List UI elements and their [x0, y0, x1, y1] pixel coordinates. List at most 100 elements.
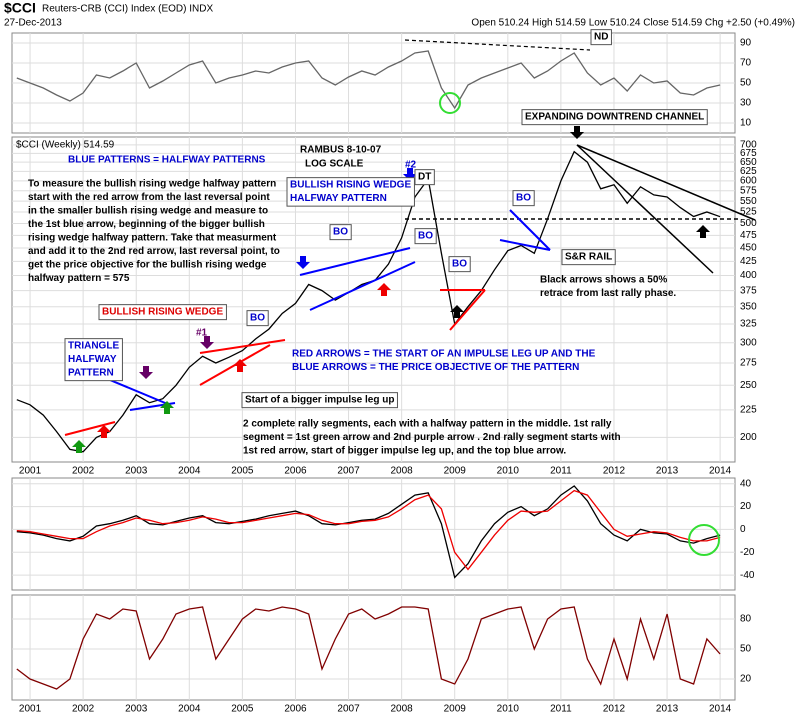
annotation-box	[521, 109, 708, 126]
y-tick-label: 0	[740, 524, 746, 535]
annotation: #2	[405, 160, 417, 171]
annotation: ND	[590, 29, 612, 46]
annotation: TRIANGLE HALFWAY PATTERN	[64, 338, 123, 382]
annotation: BO	[414, 228, 437, 245]
annotation: BO	[512, 190, 535, 207]
series-line	[16, 50, 721, 110]
y-tick-label: 325	[740, 319, 757, 330]
x-tick-label: 2014	[709, 466, 732, 477]
trendline	[576, 144, 756, 221]
annotation: BULLISH RISING WEDGE HALFWAY PATTERN	[286, 177, 415, 207]
trendline	[309, 261, 416, 311]
arrow	[450, 305, 464, 318]
y-tick-label: 525	[740, 207, 757, 218]
annotation-text: and add it to the 2nd red arrow, last re…	[28, 246, 280, 257]
annotation: BO	[329, 224, 352, 241]
x-tick-label: 2008	[391, 704, 414, 715]
annotation: Black arrows shows a 50% retrace from las…	[540, 275, 676, 300]
y-tick-label: 400	[740, 270, 757, 281]
trendline	[576, 144, 714, 274]
x-tick-label: 2010	[497, 704, 520, 715]
annotation-text: DT	[418, 172, 431, 183]
panel-frame	[11, 594, 736, 701]
trendline	[499, 239, 551, 251]
annotation-text: 2 complete rally segments, each with a h…	[243, 419, 612, 430]
x-tick-label: 2013	[656, 466, 679, 477]
annotation-box	[64, 338, 123, 382]
arrow	[403, 168, 417, 181]
annotation-text: the 1st blue arrow, beginning of the big…	[28, 219, 265, 230]
annotation-text: BO	[516, 193, 531, 204]
arrow	[72, 440, 86, 453]
annotation-text: S&R RAIL	[565, 252, 612, 263]
annotation-text: retrace from last rally phase.	[540, 288, 676, 299]
annotation-box	[329, 224, 352, 241]
y-tick-label: -20	[740, 547, 755, 558]
y-tick-label: 675	[740, 148, 757, 159]
y-tick-label: 425	[740, 256, 757, 267]
x-tick-label: 2009	[444, 466, 467, 477]
x-tick-label: 2003	[125, 466, 148, 477]
annotation: BULLISH RISING WEDGE	[98, 304, 227, 321]
x-tick-label: 2011	[550, 466, 572, 477]
arrow	[233, 359, 247, 372]
y-tick-label: -40	[740, 570, 755, 581]
annotation-text: in the smaller bullish rising wedge and …	[28, 206, 268, 217]
x-tick-label: 2002	[72, 466, 95, 477]
trendline	[449, 289, 486, 331]
y-tick-label: 700	[740, 140, 757, 151]
y-tick-label: 50	[740, 644, 752, 655]
annotation: BLUE PATTERNS = HALFWAY PATTERNS	[68, 155, 266, 166]
date: 27-Dec-2013	[4, 18, 62, 29]
y-tick-label: 20	[740, 501, 752, 512]
y-tick-label: 250	[740, 380, 757, 391]
trendline	[299, 247, 411, 276]
annotation: Start of a bigger impulse leg up	[241, 392, 398, 409]
annotation-text: EXPANDING DOWNTREND CHANNEL	[525, 112, 704, 123]
series-line	[16, 485, 721, 579]
y-tick-label: 80	[740, 614, 752, 625]
y-tick-label: 625	[740, 166, 757, 177]
annotation-box	[246, 310, 269, 327]
arrow	[296, 256, 310, 269]
x-tick-label: 2003	[125, 704, 148, 715]
annotation-box	[448, 256, 471, 273]
annotation: DT	[414, 169, 435, 186]
annotation-text: LOG SCALE	[305, 159, 364, 170]
annotation-text: HALFWAY	[68, 354, 117, 365]
annotation-text: BULLISH RISING WEDGE	[290, 180, 411, 191]
annotation: 2 complete rally segments, each with a h…	[243, 419, 621, 457]
annotation-text: RAMBUS 8-10-07	[300, 145, 382, 156]
symbol: $CCI	[4, 0, 36, 16]
y-tick-label: 30	[740, 98, 752, 109]
x-tick-label: 2012	[603, 704, 626, 715]
x-tick-label: 2005	[231, 704, 254, 715]
y-tick-label: 650	[740, 157, 757, 168]
y-tick-label: 275	[740, 358, 757, 369]
x-tick-label: 2010	[497, 466, 520, 477]
annotation: To measure the bullish rising wedge half…	[28, 179, 280, 285]
highlight-circle	[439, 92, 461, 114]
annotation-box	[286, 177, 415, 207]
annotation-text: #1	[196, 328, 208, 339]
panel-frame	[11, 477, 736, 591]
x-tick-label: 2005	[231, 466, 254, 477]
annotation-text: get the price objective for the bullish …	[28, 260, 267, 271]
trendline	[404, 39, 591, 51]
x-tick-label: 2002	[72, 704, 95, 715]
x-tick-label: 2001	[19, 704, 42, 715]
x-tick-label: 2013	[656, 704, 679, 715]
annotation-text: start with the red arrow from the last r…	[28, 192, 270, 203]
x-tick-label: 2008	[391, 466, 414, 477]
x-tick-label: 2014	[709, 704, 732, 715]
annotation-text: BO	[333, 227, 348, 238]
annotation: EXPANDING DOWNTREND CHANNEL	[521, 109, 708, 126]
trendline	[509, 209, 551, 251]
x-tick-label: 2004	[178, 466, 201, 477]
y-tick-label: 10	[740, 118, 752, 129]
annotation-text: TRIANGLE	[68, 341, 119, 352]
annotation-text: RED ARROWS = THE START OF AN IMPULSE LEG…	[292, 349, 596, 360]
y-tick-label: 40	[740, 478, 752, 489]
annotation-text: BO	[452, 259, 467, 270]
